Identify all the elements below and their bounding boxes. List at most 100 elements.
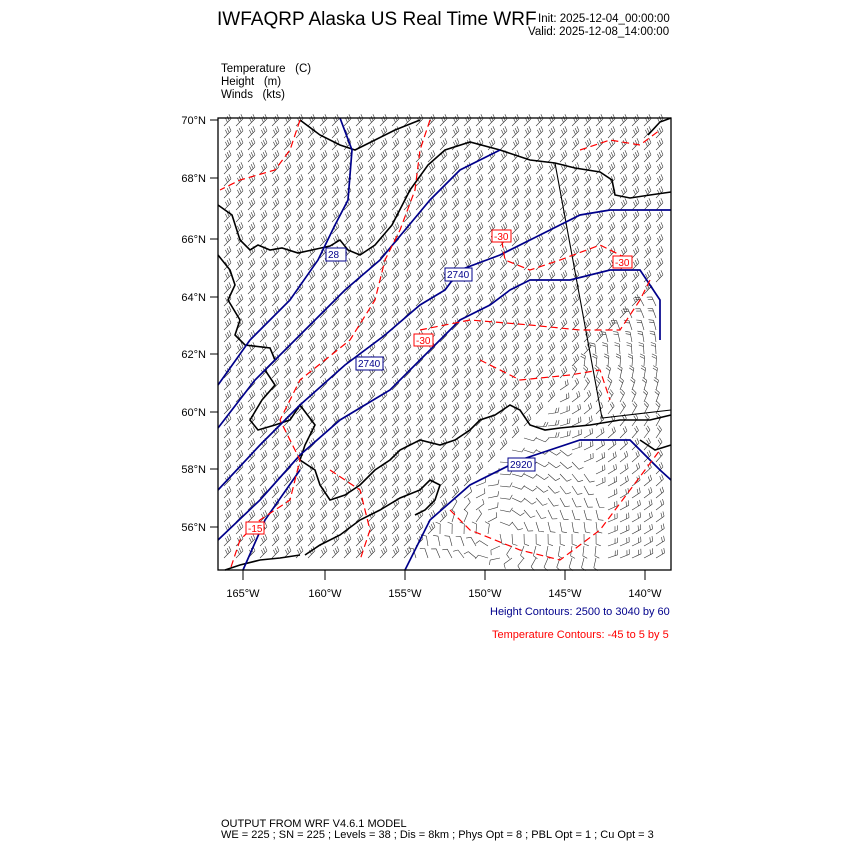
wind-barb [451,174,460,187]
wind-barb [367,162,376,175]
wind-barb [367,294,376,307]
wind-barb [595,162,604,175]
wind-barb [523,366,532,379]
wind-barb [223,210,232,223]
wind-barb [307,294,316,307]
wind-barb [463,509,469,523]
wind-barb [247,150,256,163]
wind-barb [475,488,486,499]
wind-barb [523,174,532,187]
wind-barb [547,330,556,343]
wind-barb [271,546,280,559]
wind-barb [259,450,268,463]
wind-barb [451,198,460,211]
wind-barb [475,126,484,139]
wind-barb [439,210,448,223]
wind-barb [463,474,472,487]
wind-barb [535,282,544,295]
wind-barb [223,450,232,463]
wind-barb [391,270,400,283]
wind-barb [415,510,424,523]
wind-barb [403,318,412,331]
wind-barb [451,306,460,319]
wind-barb [568,557,574,571]
wind-barb [619,401,626,415]
wind-barb [331,270,340,283]
wind-barb [295,426,304,439]
wind-barb [355,258,364,271]
wind-barb [655,138,664,151]
wind-barb [571,246,580,259]
wind-barb [619,126,628,139]
wind-barb [379,114,388,127]
wind-barb [655,174,664,187]
wind-barb [439,378,448,391]
wind-barb [583,497,593,508]
wind-barb [319,282,328,295]
wind-barb [655,425,662,439]
wind-barb [235,114,244,127]
wind-barb [619,114,628,127]
wind-barb [403,210,412,223]
wind-barb [355,210,364,223]
wind-barb [571,533,577,547]
wind-barb [643,222,652,235]
wind-barb [415,258,424,271]
wind-barb [547,174,556,187]
wind-barb [415,234,424,247]
wind-barb [631,186,640,199]
wind-barb [487,366,496,379]
wind-barb [559,392,570,403]
wind-barb [427,354,436,367]
wind-barb [319,150,328,163]
wind-barb [403,342,412,355]
wind-barb [475,282,484,295]
wind-barb [283,414,292,427]
wind-barb [631,401,638,415]
wind-barb [259,138,268,151]
wind-barb [367,546,376,559]
wind-barb [655,198,664,211]
wind-barb [487,174,496,187]
wind-barb [439,474,448,487]
wind-barb [307,486,316,499]
wind-barb [619,246,628,259]
wind-barb [343,258,352,271]
wind-barb [475,366,484,379]
wind-barb [523,294,532,307]
wind-barb [235,306,244,319]
wind-barb [331,150,340,163]
wind-barb [307,306,316,319]
wind-barb [379,438,388,451]
wind-barb [463,126,472,139]
wind-barb [511,138,520,151]
wind-barb [247,426,256,439]
wind-barb [319,342,328,355]
wind-barb [307,378,316,391]
wind-barb [439,366,448,379]
wind-barb [607,306,616,319]
wind-barb [247,282,256,295]
lat-label: 58°N [181,464,206,476]
wind-barb [367,450,376,463]
wind-barb [571,294,580,307]
wind-barb [523,282,532,295]
wind-barb [271,330,280,343]
wind-barb [283,546,292,559]
wind-barb [367,174,376,187]
wind-barb [343,138,352,151]
wind-barb [355,306,364,319]
wind-barb [635,308,645,319]
wind-barb [617,365,623,379]
wind-barb [391,510,400,523]
wind-barb [223,270,232,283]
wind-barb [535,461,549,468]
wind-barb [643,474,652,487]
wind-barb [619,500,630,511]
wind-barb [475,162,484,175]
wind-barb [379,426,388,439]
wind-barb [403,294,412,307]
wind-barb [415,282,424,295]
wind-barb [523,509,536,518]
wind-barb [607,451,617,463]
